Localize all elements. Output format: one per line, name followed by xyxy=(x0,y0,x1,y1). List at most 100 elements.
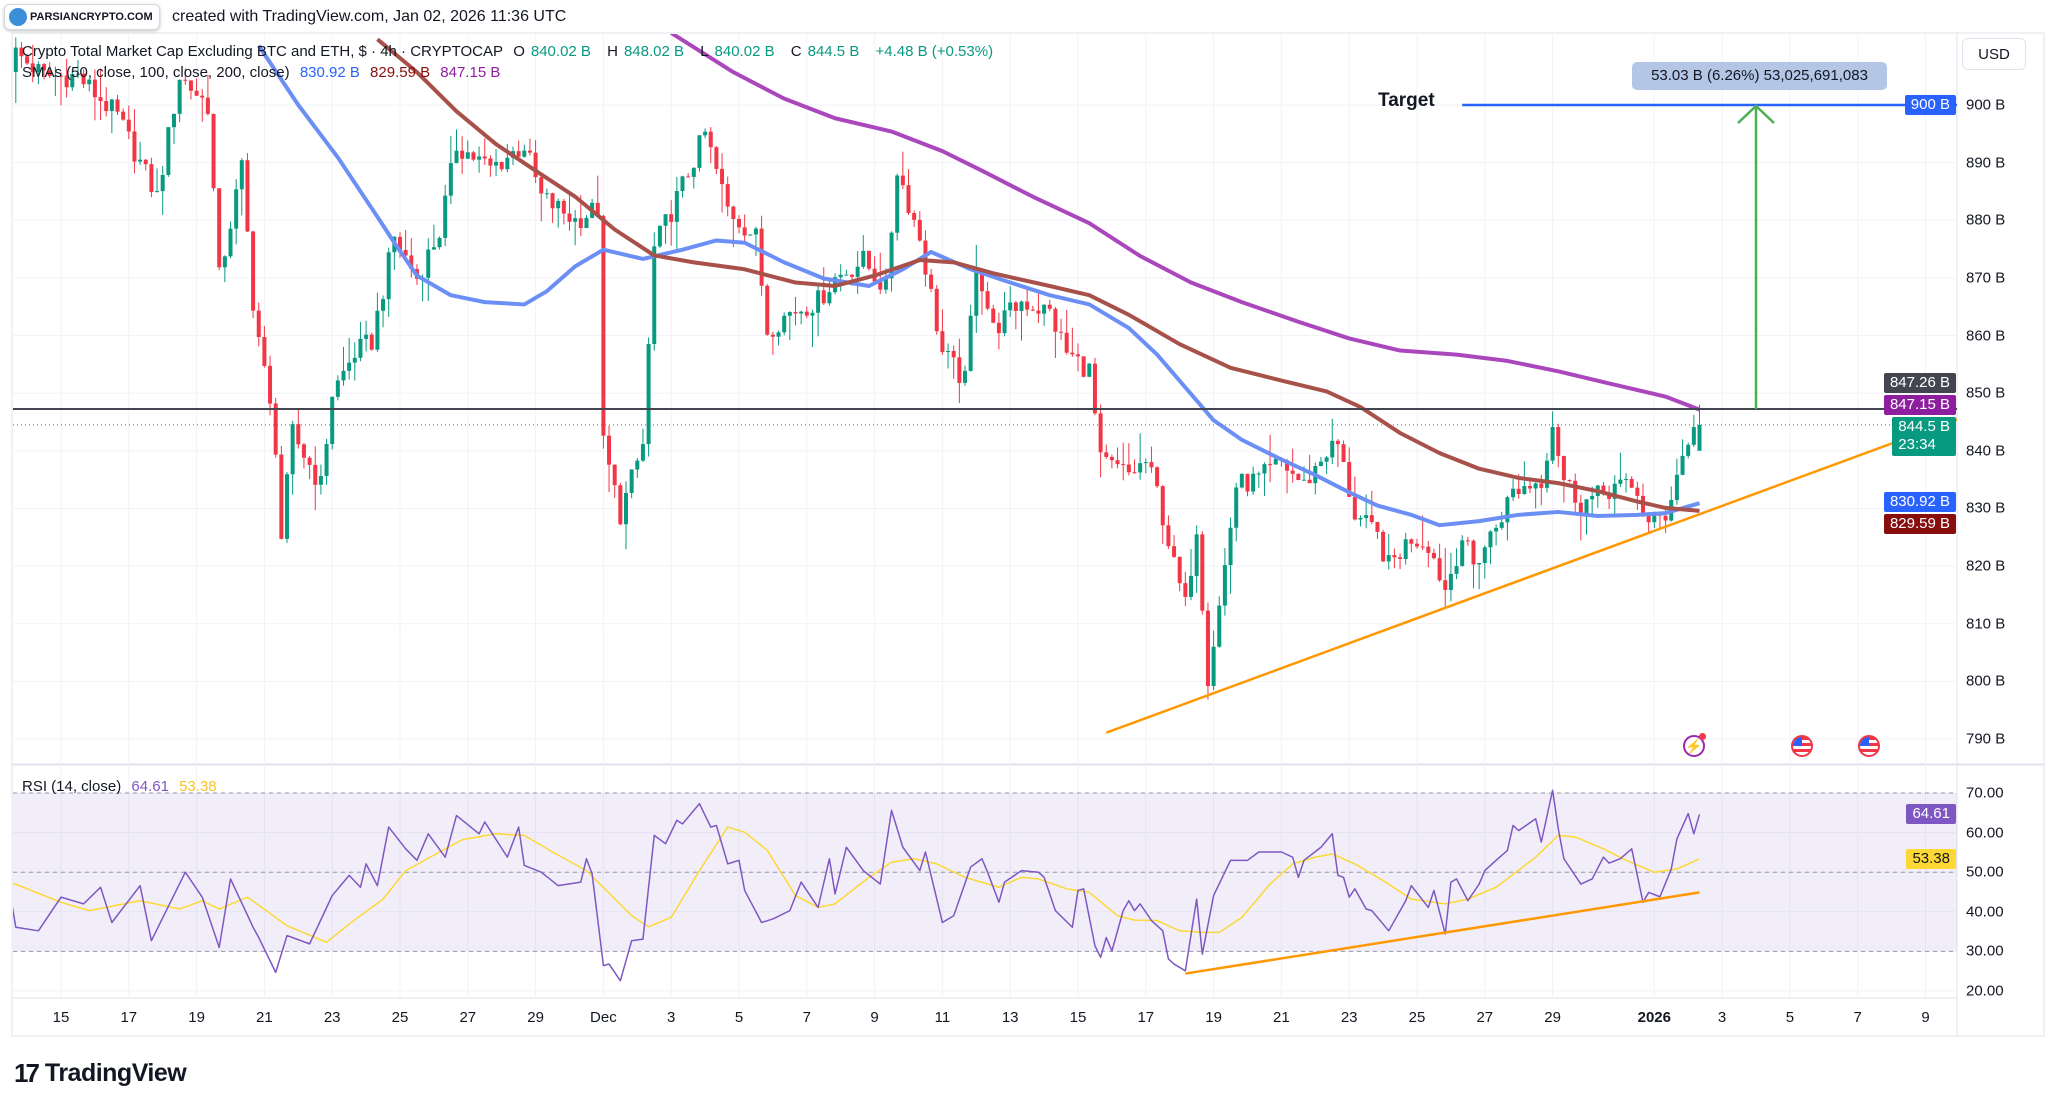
time-tick-label: 5 xyxy=(1785,1009,1795,1026)
candle-up xyxy=(1019,301,1024,311)
sma200-line xyxy=(670,34,1701,412)
candle-down xyxy=(821,290,826,304)
candle-down xyxy=(1160,486,1165,526)
candle-up xyxy=(1612,483,1617,499)
candle-up xyxy=(974,269,979,316)
currency-button[interactable]: USD xyxy=(1962,38,2026,70)
us-flag-event-icon[interactable] xyxy=(1858,735,1880,757)
sma-label: SMAs (50, close, 100, close, 200, close) xyxy=(22,64,290,81)
candle-down xyxy=(81,73,86,85)
candle-up xyxy=(347,362,352,371)
candle-up xyxy=(155,191,160,193)
sma-legend[interactable]: SMAs (50, close, 100, close, 200, close)… xyxy=(22,64,506,81)
candle-down xyxy=(1335,440,1340,445)
candle-up xyxy=(234,189,239,229)
candle-up xyxy=(674,191,679,222)
candle-down xyxy=(912,213,917,220)
time-tick-label: 5 xyxy=(734,1009,744,1026)
price-tick-label: 890 B xyxy=(1966,154,2006,172)
candle-down xyxy=(279,454,284,539)
price-tick-label: 880 B xyxy=(1966,211,2006,229)
candle-up xyxy=(1482,547,1487,564)
candle-up xyxy=(1143,462,1148,464)
candle-down xyxy=(1381,531,1386,562)
support-trendline xyxy=(1105,418,1957,734)
rsi-pane[interactable] xyxy=(10,789,1701,982)
tradingview-mark-icon: 17 xyxy=(14,1058,40,1088)
candle-down xyxy=(301,444,306,458)
candle-up xyxy=(228,228,233,257)
candle-down xyxy=(471,152,476,160)
candle-up xyxy=(1138,463,1143,473)
candle-down xyxy=(200,95,205,98)
economic-event-icon[interactable]: ⚡ xyxy=(1683,733,1706,757)
candle-down xyxy=(1290,470,1295,474)
candle-down xyxy=(273,403,278,455)
candle-up xyxy=(584,217,589,229)
candle-up xyxy=(883,278,888,290)
candle-down xyxy=(996,322,1001,334)
target-price-tag: 900 B xyxy=(1904,95,1956,115)
lightning-icon: ⚡ xyxy=(1685,738,1703,754)
candle-up xyxy=(1494,527,1499,532)
candle-up xyxy=(53,75,58,77)
price-tick-label: 820 B xyxy=(1966,557,2006,575)
candle-up xyxy=(827,292,832,304)
candle-up xyxy=(239,160,244,190)
price-tick-label: 870 B xyxy=(1966,269,2006,287)
candle-down xyxy=(1030,309,1035,311)
candle-up xyxy=(335,380,340,397)
candle-up xyxy=(1499,522,1504,528)
tradingview-logo[interactable]: 17 TradingView xyxy=(14,1058,187,1089)
candle-up xyxy=(477,156,482,160)
candle-down xyxy=(30,63,35,73)
candle-down xyxy=(979,269,984,292)
candle-up xyxy=(318,475,323,485)
candle-up xyxy=(138,159,143,162)
candle-down xyxy=(1415,543,1419,547)
candle-up xyxy=(1511,488,1516,498)
candle-down xyxy=(121,111,126,120)
time-tick-label: 27 xyxy=(1476,1009,1494,1026)
candle-up xyxy=(963,370,967,383)
candle-up xyxy=(330,396,335,445)
candle-up xyxy=(1330,440,1335,458)
candle-down xyxy=(765,285,770,335)
rsi-tick-label: 60.00 xyxy=(1966,824,2004,842)
candle-down xyxy=(1177,556,1182,584)
price-pane[interactable] xyxy=(8,33,1957,734)
candle-down xyxy=(929,274,934,289)
time-tick-label: 11 xyxy=(934,1009,951,1026)
price-tick-label: 840 B xyxy=(1966,442,2006,460)
candle-up xyxy=(691,167,696,177)
candle-up xyxy=(556,200,561,209)
candle-up xyxy=(816,290,821,313)
target-label[interactable]: Target xyxy=(1378,90,1435,111)
us-flag-event-icon[interactable] xyxy=(1791,735,1813,757)
candle-down xyxy=(296,424,301,445)
candle-down xyxy=(1646,512,1651,523)
snapshot-caption: created with TradingView.com, Jan 02, 20… xyxy=(172,8,567,25)
rsi-legend-value: 64.61 xyxy=(131,778,169,795)
candle-down xyxy=(1347,462,1352,497)
time-tick-label: 21 xyxy=(256,1009,273,1026)
candle-down xyxy=(1053,308,1058,332)
candle-down xyxy=(143,159,148,165)
candle-down xyxy=(561,200,566,214)
sma100-line xyxy=(376,37,1700,513)
symbol-legend[interactable]: Crypto Total Market Cap Excluding BTC an… xyxy=(22,43,999,60)
candle-up xyxy=(640,444,645,461)
candle-down xyxy=(1516,488,1521,495)
candle-up xyxy=(70,74,75,88)
rsi-legend[interactable]: RSI (14, close) 64.61 53.38 xyxy=(22,778,223,795)
candle-down xyxy=(1098,413,1103,453)
measure-label[interactable]: 53.03 B (6.26%) 53,025,691,083 xyxy=(1632,62,1887,90)
candle-up xyxy=(1686,444,1691,456)
candle-up xyxy=(1256,473,1261,475)
candle-up xyxy=(1544,460,1549,488)
candle-down xyxy=(217,188,222,268)
candle-down xyxy=(488,158,493,166)
candle-down xyxy=(720,168,725,185)
candle-down xyxy=(578,218,583,229)
